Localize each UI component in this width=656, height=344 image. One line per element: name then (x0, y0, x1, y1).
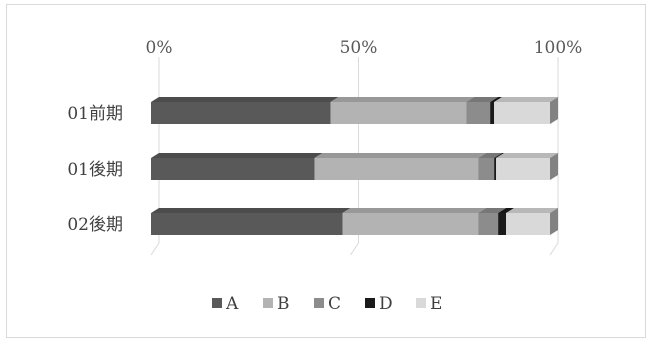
category-label: 01後期 (67, 160, 123, 180)
bar-segment (490, 102, 495, 124)
bar-segment-top (151, 97, 339, 102)
legend-swatch (212, 298, 222, 308)
bar-segment (478, 158, 495, 180)
legend-label: E (430, 294, 442, 314)
bar-segment-side (550, 153, 558, 180)
legend-label: B (277, 294, 290, 314)
bar-chart: 0% 50% 100% 01前期 01後期 02後期 A B C D E (67, 38, 583, 314)
bar-segment (494, 158, 497, 180)
bar-segment (506, 213, 550, 235)
category-label: 02後期 (67, 215, 123, 235)
bar-segment (151, 213, 343, 235)
chart-frame: 0% 50% 100% 01前期 01後期 02後期 A B C D E (6, 4, 646, 338)
category-label: 01前期 (67, 104, 123, 124)
bar-segment (496, 158, 550, 180)
bar-segment-top (314, 153, 487, 158)
bar-segment-top (494, 97, 558, 102)
bar-segment (342, 213, 479, 235)
bar-segment-top (494, 153, 505, 158)
bar-segment-side (550, 208, 558, 235)
x-tick-label: 50% (340, 38, 378, 58)
bar-segment (151, 158, 315, 180)
bar-segment-top (151, 153, 323, 158)
x-tick-label: 0% (146, 38, 173, 58)
legend-label: C (328, 294, 341, 314)
x-tick-label: 100% (534, 38, 583, 58)
bar-segment-top (506, 208, 558, 213)
floor-line (150, 242, 160, 256)
legend-label: D (379, 294, 393, 314)
legend-swatch (314, 298, 324, 308)
bar-segment (478, 213, 499, 235)
bar-segment (498, 213, 507, 235)
bar-segment-top (498, 208, 515, 213)
bar-segment-top (342, 208, 487, 213)
floor-line (350, 242, 359, 256)
bar-segment-side (550, 97, 558, 124)
bar-segment-top (466, 97, 499, 102)
bar-segment (494, 102, 550, 124)
legend-swatch (416, 298, 426, 308)
legend-swatch (365, 298, 375, 308)
legend-swatch (263, 298, 273, 308)
bar-segment-top (478, 153, 503, 158)
floor-line (549, 242, 559, 256)
bar-segment-top (478, 208, 507, 213)
bar-segment-top (330, 97, 475, 102)
bar-segment (151, 102, 331, 124)
bar-segment (466, 102, 491, 124)
bar-segment-top (490, 97, 503, 102)
bar-segment-top (496, 153, 558, 158)
bar-segment-top (151, 208, 351, 213)
bar-segment (330, 102, 467, 124)
bar-segment (314, 158, 479, 180)
legend-label: A (225, 294, 239, 314)
